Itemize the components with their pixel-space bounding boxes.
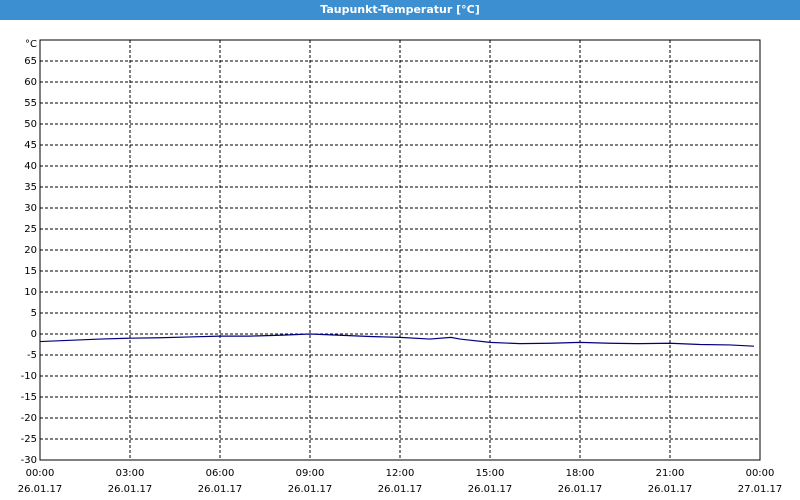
y-tick-label: 5	[31, 308, 37, 319]
x-tick-date: 26.01.17	[108, 484, 153, 495]
x-tick-date: 26.01.17	[468, 484, 513, 495]
data-line	[39, 333, 755, 347]
x-tick-date: 26.01.17	[378, 484, 423, 495]
x-tick-date: 26.01.17	[558, 484, 603, 495]
y-tick-label: -5	[27, 350, 37, 361]
x-tick-date: 26.01.17	[198, 484, 243, 495]
y-tick-label: -15	[21, 392, 37, 403]
y-tick-label: -10	[21, 371, 37, 382]
y-tick-label: 45	[24, 140, 37, 151]
y-tick-label: 65	[24, 56, 37, 67]
y-tick-label: 40	[24, 161, 37, 172]
x-tick-label: 00:00	[26, 468, 55, 479]
x-tick-label: 09:00	[296, 468, 325, 479]
y-tick-label: 0	[31, 329, 37, 340]
title-bar	[0, 0, 800, 20]
x-tick-date: 26.01.17	[648, 484, 693, 495]
x-tick-date: 27.01.17	[738, 484, 783, 495]
x-tick-label: 03:00	[116, 468, 145, 479]
y-tick-label: -20	[21, 413, 37, 424]
y-tick-label: -30	[21, 455, 37, 466]
y-tick-label: 50	[24, 119, 37, 130]
y-tick-label: 25	[24, 224, 37, 235]
y-tick-label: -25	[21, 434, 37, 445]
y-tick-label: 20	[24, 245, 37, 256]
x-tick-label: 15:00	[476, 468, 505, 479]
y-tick-label: 15	[24, 266, 37, 277]
x-tick-label: 12:00	[386, 468, 415, 479]
x-tick-date: 26.01.17	[288, 484, 333, 495]
y-tick-label: 35	[24, 182, 37, 193]
chart-title: Taupunkt-Temperatur [°C]	[320, 3, 480, 16]
x-tick-label: 18:00	[566, 468, 595, 479]
x-tick-date: 26.01.17	[18, 484, 63, 495]
y-tick-label: 60	[24, 77, 37, 88]
y-tick-label: 30	[24, 203, 37, 214]
y-tick-label: 55	[24, 98, 37, 109]
y-tick-label: 10	[24, 287, 37, 298]
x-tick-label: 06:00	[206, 468, 235, 479]
x-tick-label: 21:00	[656, 468, 685, 479]
x-tick-label: 00:00	[746, 468, 775, 479]
y-axis-label: °C	[25, 39, 37, 50]
